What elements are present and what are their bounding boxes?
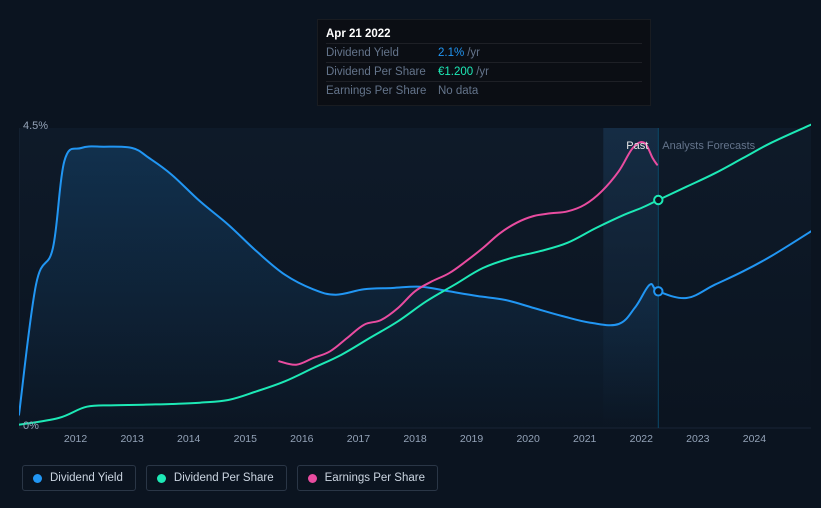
tooltip-row: Earnings Per ShareNo data bbox=[326, 81, 642, 100]
forecast-label: Analysts Forecasts bbox=[662, 140, 755, 152]
x-axis-tick: 2018 bbox=[403, 433, 426, 445]
legend-label: Dividend Per Share bbox=[174, 472, 274, 484]
tooltip-key: Earnings Per Share bbox=[326, 85, 438, 97]
legend-item[interactable]: Dividend Yield bbox=[22, 465, 136, 491]
chart-legend: Dividend Yield Dividend Per Share Earnings… bbox=[22, 465, 438, 491]
x-axis-tick: 2017 bbox=[347, 433, 370, 445]
x-axis-tick: 2015 bbox=[234, 433, 257, 445]
y-axis-tick: 0% bbox=[23, 420, 37, 432]
legend-dot-icon bbox=[308, 474, 317, 483]
x-axis-tick: 2022 bbox=[630, 433, 653, 445]
x-axis-tick: 2023 bbox=[686, 433, 709, 445]
tooltip-key: Dividend Per Share bbox=[326, 66, 438, 78]
x-axis-tick: 2012 bbox=[64, 433, 87, 445]
y-axis-tick: 4.5% bbox=[23, 120, 37, 132]
tooltip-key: Dividend Yield bbox=[326, 47, 438, 59]
x-axis-tick: 2021 bbox=[573, 433, 596, 445]
tooltip-date: Apr 21 2022 bbox=[326, 25, 642, 43]
chart-tooltip: Apr 21 2022 Dividend Yield2.1%/yrDividen… bbox=[317, 19, 651, 106]
x-axis-tick: 2024 bbox=[743, 433, 766, 445]
x-axis-tick: 2014 bbox=[177, 433, 200, 445]
x-axis-tick: 2019 bbox=[460, 433, 483, 445]
legend-dot-icon bbox=[33, 474, 42, 483]
x-axis-tick: 2016 bbox=[290, 433, 313, 445]
legend-item[interactable]: Earnings Per Share bbox=[297, 465, 438, 491]
tooltip-row: Dividend Yield2.1%/yr bbox=[326, 43, 642, 62]
legend-label: Dividend Yield bbox=[50, 472, 123, 484]
legend-label: Earnings Per Share bbox=[325, 472, 425, 484]
tooltip-row: Dividend Per Share€1.200/yr bbox=[326, 62, 642, 81]
x-axis-labels: 2012 2013 2014 2015 2016 2017 2018 2019 2020 2021… bbox=[19, 433, 811, 449]
past-label: Past bbox=[626, 140, 648, 152]
x-axis-tick: 2013 bbox=[120, 433, 143, 445]
legend-item[interactable]: Dividend Per Share bbox=[146, 465, 287, 491]
tooltip-value: €1.200/yr bbox=[438, 66, 489, 78]
tooltip-value: No data bbox=[438, 85, 478, 97]
legend-dot-icon bbox=[157, 474, 166, 483]
x-axis-tick: 2020 bbox=[516, 433, 539, 445]
tooltip-value: 2.1%/yr bbox=[438, 47, 480, 59]
